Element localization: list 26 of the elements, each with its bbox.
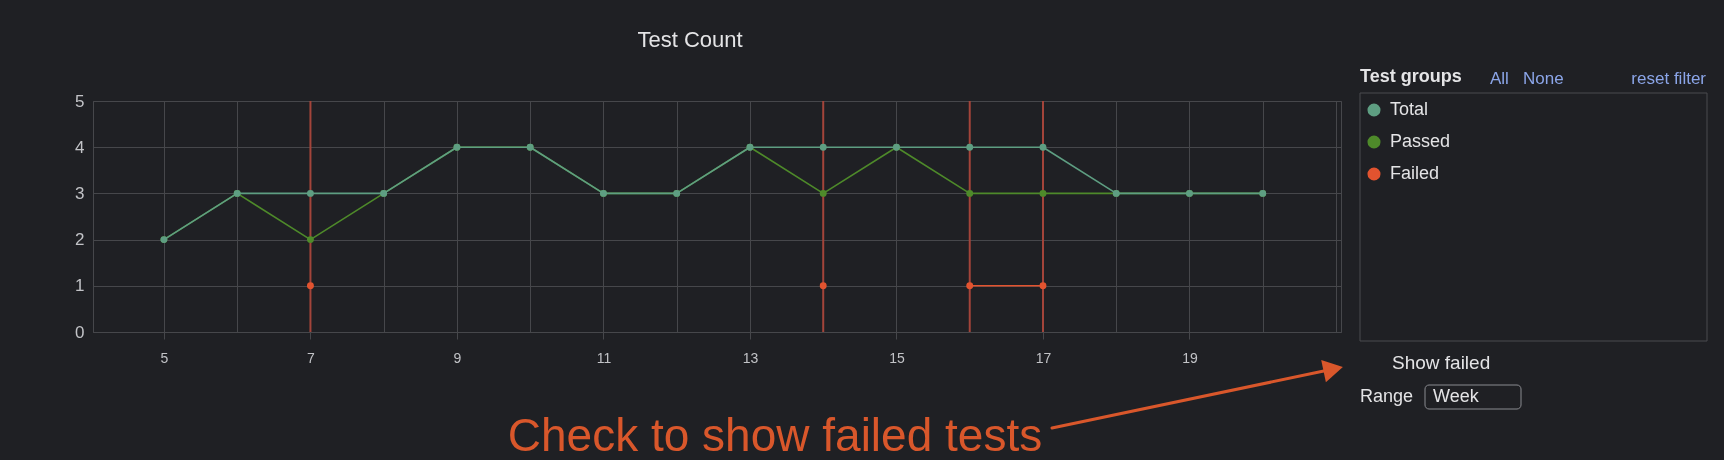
x-tick-label: 7 bbox=[307, 349, 316, 366]
text: Week bbox=[1433, 386, 1480, 406]
text: Check to show failed tests bbox=[507, 409, 1043, 460]
x-tick-label: 9 bbox=[453, 349, 462, 366]
x-tick-label: 5 bbox=[160, 349, 169, 366]
legend-title: Test groups bbox=[1360, 66, 1462, 86]
text: Range bbox=[1360, 386, 1414, 406]
legend-label: Failed bbox=[1390, 163, 1440, 183]
y-tick-label: 2 bbox=[75, 230, 85, 250]
y-tick-label: 4 bbox=[75, 137, 85, 157]
x-tick-label: 11 bbox=[596, 349, 612, 366]
x-tick-label: 15 bbox=[889, 349, 905, 366]
y-tick-label: 3 bbox=[75, 183, 85, 203]
x-tick-label: 17 bbox=[1035, 349, 1052, 366]
text: reset filter bbox=[1631, 69, 1707, 88]
legend-label: Passed bbox=[1390, 131, 1451, 151]
y-tick-label: 5 bbox=[75, 91, 85, 111]
x-tick-label: 19 bbox=[1182, 349, 1198, 366]
y-tick-label: 1 bbox=[75, 276, 85, 296]
chart-title: Test Count bbox=[637, 27, 743, 52]
legend-label: Total bbox=[1390, 99, 1429, 119]
x-tick-label: 13 bbox=[742, 349, 759, 366]
y-tick-label: 0 bbox=[75, 322, 85, 342]
text: None bbox=[1523, 69, 1564, 88]
text: Show failed bbox=[1392, 352, 1491, 373]
text: All bbox=[1490, 69, 1509, 88]
